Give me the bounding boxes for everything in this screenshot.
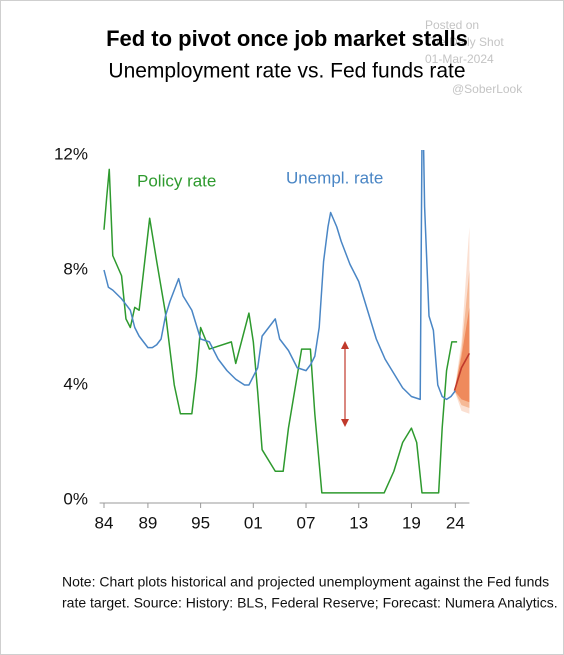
plot-area <box>103 150 471 494</box>
x-tick-label: 24 <box>446 513 465 532</box>
watermark: The Daily Shot <box>425 35 504 49</box>
series-line <box>103 168 458 494</box>
gap-arrow <box>341 341 349 427</box>
series-label: Policy rate <box>137 171 216 190</box>
x-tick-label: 19 <box>402 513 421 532</box>
forecast-line <box>453 352 471 391</box>
y-tick-label: 4% <box>63 374 88 393</box>
note: Note: Chart plots historical and project… <box>62 574 549 590</box>
chart-title: Fed to pivot once job market stalls <box>106 26 468 51</box>
watermark: 01-Mar-2024 <box>425 52 494 66</box>
x-tick-label: 13 <box>349 513 368 532</box>
x-tick-label: 95 <box>191 513 210 532</box>
x-tick-label: 01 <box>244 513 263 532</box>
chart-subtitle: Unemployment rate vs. Fed funds rate <box>108 60 465 83</box>
series-line <box>103 150 456 401</box>
note: rate target. Source: History: BLS, Feder… <box>62 595 558 611</box>
series-label: Unempl. rate <box>286 168 383 187</box>
y-tick-label: 12% <box>54 144 88 163</box>
x-tick-label: 07 <box>297 513 316 532</box>
y-tick-label: 8% <box>63 259 88 278</box>
y-tick-label: 0% <box>63 489 88 508</box>
watermark: Posted on <box>425 18 479 32</box>
x-tick-label: 84 <box>95 513 114 532</box>
watermark: @SoberLook <box>452 82 523 96</box>
x-tick-label: 89 <box>138 513 157 532</box>
